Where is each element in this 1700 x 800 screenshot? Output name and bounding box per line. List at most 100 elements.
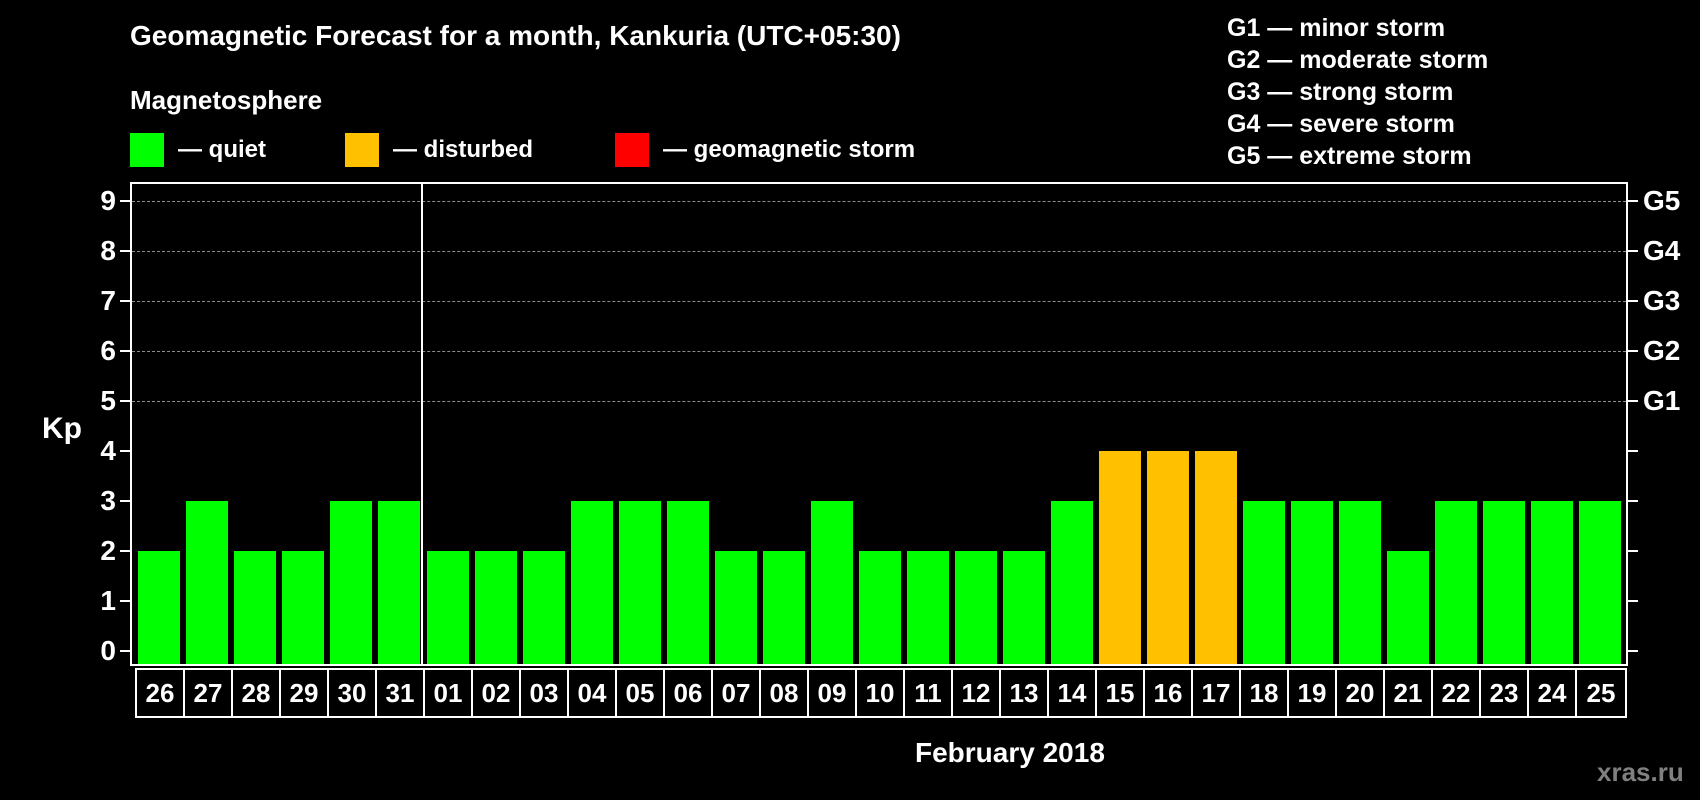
storm-scale-g4: G4 — severe storm xyxy=(1227,110,1455,138)
date-label: 23 xyxy=(1481,670,1529,716)
date-label: 30 xyxy=(329,670,377,716)
storm-scale-g2: G2 — moderate storm xyxy=(1227,46,1489,74)
kp-bar-16 xyxy=(1147,451,1189,666)
date-label: 05 xyxy=(617,670,665,716)
kp-bar-03 xyxy=(523,551,565,666)
watermark: xras.ru xyxy=(1597,757,1684,787)
x-axis-label: February 2018 xyxy=(915,737,1105,768)
y-tick-right xyxy=(1628,250,1638,252)
month-divider xyxy=(421,182,423,666)
date-label: 09 xyxy=(809,670,857,716)
kp-bar-01 xyxy=(427,551,469,666)
date-label: 15 xyxy=(1097,670,1145,716)
legend-disturbed-label: — disturbed xyxy=(393,136,534,163)
gridline xyxy=(132,351,1626,352)
y-tick-label: 4 xyxy=(100,435,116,466)
storm-swatch xyxy=(615,133,649,167)
y-tick-right xyxy=(1628,550,1638,552)
g-scale-label: G1 xyxy=(1643,385,1681,416)
legend-quiet-label: — quiet xyxy=(178,136,266,163)
y-tick-label: 8 xyxy=(100,235,116,266)
kp-bar-18 xyxy=(1243,501,1285,666)
y-tick-right xyxy=(1628,600,1638,602)
quiet-swatch xyxy=(130,133,164,167)
date-label: 24 xyxy=(1529,670,1577,716)
y-tick-left xyxy=(120,250,130,252)
y-tick-right xyxy=(1628,650,1638,652)
date-label: 29 xyxy=(281,670,329,716)
y-tick-label: 0 xyxy=(100,635,116,666)
kp-bar-20 xyxy=(1339,501,1381,666)
kp-bar-21 xyxy=(1387,551,1429,666)
date-label: 26 xyxy=(137,670,185,716)
y-tick-right xyxy=(1628,300,1638,302)
gridline xyxy=(132,201,1626,202)
kp-bar-23 xyxy=(1483,501,1525,666)
kp-bar-05 xyxy=(619,501,661,666)
x-axis-dates: 26 27 28 29 30 31 01 02 03 04 05 06 07 08 09 10 11 12 13 14… xyxy=(135,668,1627,718)
legend-heading: Magnetosphere xyxy=(130,85,323,115)
y-tick-label: 5 xyxy=(100,385,116,416)
date-label: 03 xyxy=(521,670,569,716)
date-label: 10 xyxy=(857,670,905,716)
y-tick-label: 9 xyxy=(100,185,116,216)
plot-frame xyxy=(130,182,1628,666)
kp-bar-07 xyxy=(715,551,757,666)
date-label: 04 xyxy=(569,670,617,716)
kp-bar-13 xyxy=(1003,551,1045,666)
kp-bar-29 xyxy=(282,551,324,666)
date-label: 13 xyxy=(1001,670,1049,716)
storm-scale-g3: G3 — strong storm xyxy=(1227,78,1454,106)
kp-bar-12 xyxy=(955,551,997,666)
storm-scale-g5: G5 — extreme storm xyxy=(1227,142,1472,170)
kp-bar-02 xyxy=(475,551,517,666)
kp-bar-10 xyxy=(859,551,901,666)
y-tick-left xyxy=(120,550,130,552)
y-tick-right xyxy=(1628,200,1638,202)
kp-bar-14 xyxy=(1051,501,1093,666)
y-tick-label: 3 xyxy=(100,485,116,516)
gridline xyxy=(132,401,1626,402)
date-label: 20 xyxy=(1337,670,1385,716)
kp-bar-15 xyxy=(1099,451,1141,666)
y-tick-left xyxy=(120,300,130,302)
kp-bar-19 xyxy=(1291,501,1333,666)
g-scale-label: G5 xyxy=(1643,185,1681,216)
y-tick-left xyxy=(120,450,130,452)
chart-title: Geomagnetic Forecast for a month, Kankur… xyxy=(130,20,901,51)
kp-bar-22 xyxy=(1435,501,1477,666)
y-tick-left xyxy=(120,500,130,502)
date-label: 19 xyxy=(1289,670,1337,716)
date-label: 25 xyxy=(1586,677,1616,708)
y-axis-label: Kp xyxy=(42,412,82,445)
y-tick-label: 7 xyxy=(100,285,116,316)
y-tick-left xyxy=(120,200,130,202)
y-tick-right xyxy=(1628,450,1638,452)
g-scale-label: G3 xyxy=(1643,285,1681,316)
y-tick-label: 6 xyxy=(100,335,116,366)
kp-bar-28 xyxy=(234,551,276,666)
date-label: 17 xyxy=(1193,670,1241,716)
kp-bar-31 xyxy=(378,501,420,666)
g-scale-label: G2 xyxy=(1643,335,1681,366)
storm-scale-legend: G1 — minor storm G2 — moderate storm G3 … xyxy=(1227,12,1488,172)
kp-bar-30 xyxy=(330,501,372,666)
date-label: 21 xyxy=(1385,670,1433,716)
date-label: 02 xyxy=(473,670,521,716)
kp-bar-06 xyxy=(667,501,709,666)
g-scale-label: G4 xyxy=(1643,235,1681,266)
disturbed-swatch xyxy=(345,133,379,167)
kp-bar-27 xyxy=(186,501,228,666)
y-tick-right xyxy=(1628,400,1638,402)
date-label: 16 xyxy=(1145,670,1193,716)
y-tick-right xyxy=(1628,350,1638,352)
date-label: 31 xyxy=(377,670,425,716)
kp-bar-09 xyxy=(811,501,853,666)
kp-bar-11 xyxy=(907,551,949,666)
y-tick-left xyxy=(120,350,130,352)
date-label: 08 xyxy=(761,670,809,716)
gridline xyxy=(132,251,1626,252)
date-label: 11 xyxy=(905,670,953,716)
y-tick-label: 2 xyxy=(100,535,116,566)
y-tick-label: 1 xyxy=(100,585,116,616)
